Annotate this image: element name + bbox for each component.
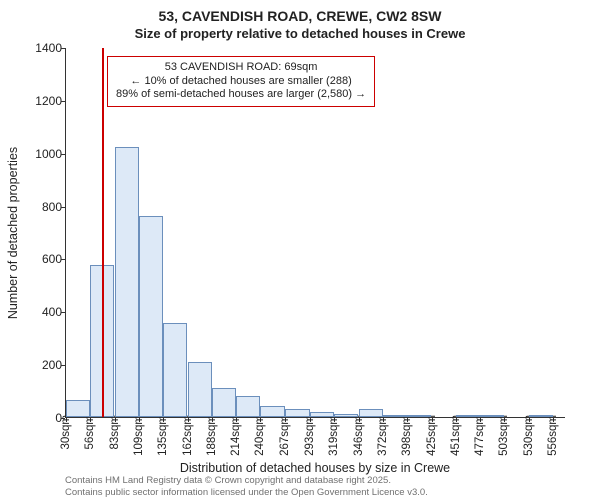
histogram-bar	[66, 400, 90, 417]
chart-container: 53, CAVENDISH ROAD, CREWE, CW2 8SW Size …	[0, 0, 600, 500]
annotation-line: 53 CAVENDISH ROAD: 69sqm	[116, 61, 366, 75]
histogram-bar	[163, 323, 187, 417]
x-tick-label: 530sqm	[523, 415, 535, 456]
y-tick-mark	[61, 154, 65, 155]
y-tick-label: 200	[24, 358, 62, 372]
x-tick-label: 398sqm	[401, 415, 413, 456]
histogram-bar	[383, 415, 407, 417]
attribution-footer: Contains HM Land Registry data © Crown c…	[65, 475, 585, 498]
x-tick-label: 135sqm	[157, 415, 169, 456]
annotation-line: 89% of semi-detached houses are larger (…	[116, 88, 366, 102]
y-tick-label: 1400	[24, 41, 62, 55]
x-tick-label: 162sqm	[182, 415, 194, 456]
y-axis-label: Number of detached properties	[6, 48, 20, 418]
y-axis-label-wrap: Number of detached properties	[6, 48, 20, 418]
histogram-bar	[334, 414, 358, 417]
plot-area: 020040060080010001200140030sqm56sqm83sqm…	[65, 48, 565, 418]
x-tick-label: 372sqm	[377, 415, 389, 456]
histogram-bar	[407, 415, 431, 417]
footer-line1: Contains HM Land Registry data © Crown c…	[65, 475, 585, 486]
annotation-box: 53 CAVENDISH ROAD: 69sqm← 10% of detache…	[107, 56, 375, 107]
y-tick-label: 400	[24, 305, 62, 319]
x-tick-label: 425sqm	[426, 415, 438, 456]
annotation-line: ← 10% of detached houses are smaller (28…	[116, 75, 366, 89]
x-tick-label: 214sqm	[230, 415, 242, 456]
y-tick-label: 1200	[24, 94, 62, 108]
y-tick-label: 0	[24, 411, 62, 425]
x-tick-label: 346sqm	[353, 415, 365, 456]
x-tick-label: 109sqm	[133, 415, 145, 456]
y-tick-label: 600	[24, 252, 62, 266]
x-tick-label: 188sqm	[206, 415, 218, 456]
histogram-bar	[456, 415, 480, 417]
x-tick-label: 556sqm	[547, 415, 559, 456]
y-tick-mark	[61, 48, 65, 49]
x-tick-label: 451sqm	[450, 415, 462, 456]
footer-line2: Contains public sector information licen…	[65, 487, 585, 498]
x-tick-label: 319sqm	[328, 415, 340, 456]
histogram-bar	[139, 216, 163, 417]
histogram-bar	[188, 362, 212, 418]
marker-vertical-line	[102, 48, 104, 417]
histogram-bar	[359, 409, 383, 417]
x-tick-label: 293sqm	[304, 415, 316, 456]
x-tick-label: 477sqm	[474, 415, 486, 456]
x-tick-label: 56sqm	[84, 415, 96, 450]
x-tick-label: 267sqm	[279, 415, 291, 456]
y-tick-mark	[61, 312, 65, 313]
histogram-bar	[115, 147, 139, 417]
histogram-bar	[310, 412, 334, 417]
histogram-bar	[529, 415, 553, 417]
histogram-bar	[260, 406, 284, 417]
x-tick-label: 240sqm	[254, 415, 266, 456]
histogram-bar	[480, 415, 504, 417]
y-tick-mark	[61, 259, 65, 260]
histogram-bar	[236, 396, 260, 417]
y-tick-mark	[61, 365, 65, 366]
y-tick-mark	[61, 207, 65, 208]
y-tick-label: 1000	[24, 147, 62, 161]
chart-title-block: 53, CAVENDISH ROAD, CREWE, CW2 8SW Size …	[0, 0, 600, 42]
y-tick-label: 800	[24, 200, 62, 214]
chart-title-line2: Size of property relative to detached ho…	[0, 26, 600, 42]
chart-title-line1: 53, CAVENDISH ROAD, CREWE, CW2 8SW	[0, 8, 600, 26]
x-axis-label: Distribution of detached houses by size …	[65, 461, 565, 475]
histogram-bar	[285, 409, 309, 417]
histogram-bar	[212, 388, 236, 417]
y-tick-mark	[61, 101, 65, 102]
x-tick-label: 503sqm	[498, 415, 510, 456]
x-tick-label: 83sqm	[109, 415, 121, 450]
x-tick-label: 30sqm	[60, 415, 72, 450]
